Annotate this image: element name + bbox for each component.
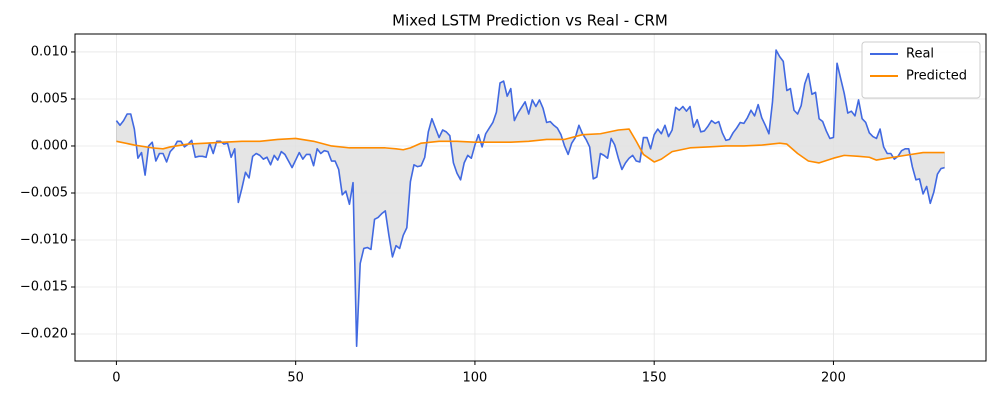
y-tick-label: −0.020 (20, 327, 68, 342)
legend-box (861, 41, 981, 99)
x-tick-label: 0 (112, 371, 120, 386)
chart-title: Mixed LSTM Prediction vs Real - CRM (392, 12, 668, 30)
y-tick-label: −0.010 (20, 232, 68, 247)
series-line (116, 128, 945, 164)
x-tick-label: 150 (642, 371, 667, 386)
y-tick-label: 0.010 (31, 44, 68, 59)
x-tick-label: 200 (821, 371, 846, 386)
plot-frame (74, 33, 987, 362)
y-tick-label: −0.015 (20, 280, 68, 295)
legend: Real Predicted (861, 41, 981, 99)
y-tick-label: −0.005 (20, 185, 68, 200)
legend-label: Real (906, 47, 934, 62)
y-tick-label: 0.005 (31, 91, 68, 106)
y-tick-label: 0.000 (31, 138, 68, 153)
x-tick-label: 100 (463, 371, 488, 386)
series-line (115, 49, 945, 348)
legend-label: Predicted (906, 69, 967, 84)
x-tick-label: 50 (287, 371, 304, 386)
